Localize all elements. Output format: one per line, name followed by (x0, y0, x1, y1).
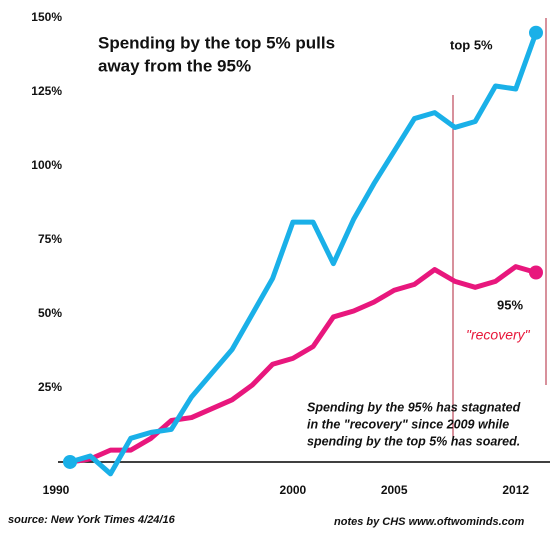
y-tick-label: 150% (31, 10, 62, 24)
annotation: "recovery" (466, 327, 531, 343)
y-tick-label: 100% (31, 158, 62, 172)
y-tick-label: 75% (38, 232, 62, 246)
credit: notes by CHS www.oftwominds.com (334, 516, 524, 528)
chart-title: Spending by the top 5% pulls (98, 33, 335, 52)
x-tick-label: 2005 (381, 483, 408, 497)
chart-title: away from the 95% (98, 56, 251, 75)
legend-label: top 5% (450, 37, 493, 52)
end-dot (529, 25, 543, 40)
start-dot (63, 454, 77, 469)
series-line (69, 264, 537, 465)
annotation: in the "recovery" since 2009 while (307, 417, 509, 431)
y-tick-label: 125% (31, 84, 62, 98)
y-tick-label: 25% (38, 380, 62, 394)
series-line (69, 31, 539, 477)
x-tick-label: 2012 (502, 483, 529, 497)
end-dot (529, 265, 543, 280)
x-tick-label: 2000 (280, 483, 307, 497)
legend-label: 95% (497, 297, 523, 312)
annotation: Spending by the 95% has stagnated (307, 400, 521, 414)
x-tick-label: 1990 (43, 483, 70, 497)
annotation: spending by the top 5% has soared. (307, 434, 520, 448)
source: source: New York Times 4/24/16 (8, 514, 176, 526)
y-tick-label: 50% (38, 306, 62, 320)
